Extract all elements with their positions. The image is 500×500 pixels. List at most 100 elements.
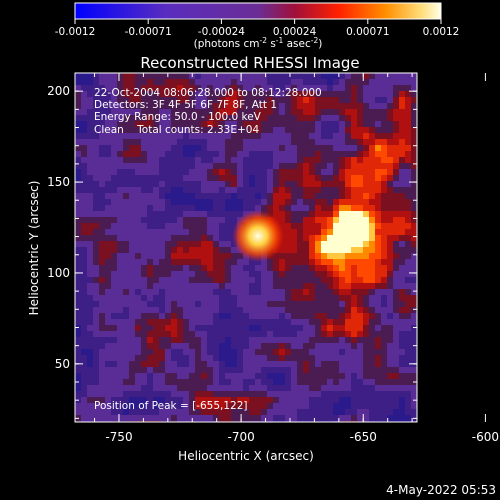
image-pixel — [129, 211, 135, 217]
image-pixel — [141, 355, 147, 361]
image-pixel — [201, 283, 207, 289]
image-pixel — [195, 397, 201, 403]
colorbar-tick-label: -0.00024 — [198, 26, 246, 38]
image-pixel — [267, 265, 273, 271]
image-pixel — [345, 205, 351, 211]
image-pixel — [411, 289, 417, 295]
image-pixel — [285, 283, 291, 289]
image-pixel — [309, 385, 315, 391]
image-pixel — [393, 367, 399, 373]
image-pixel — [309, 295, 315, 301]
image-pixel — [357, 343, 363, 349]
image-pixel — [393, 217, 399, 223]
image-pixel — [87, 235, 93, 241]
image-pixel — [381, 187, 387, 193]
image-pixel — [231, 115, 237, 121]
image-pixel — [411, 121, 417, 127]
image-pixel — [291, 121, 297, 127]
image-pixel — [81, 79, 87, 85]
image-pixel — [399, 373, 405, 379]
image-pixel — [375, 145, 381, 151]
image-pixel — [141, 253, 147, 259]
image-pixel — [201, 295, 207, 301]
image-pixel — [201, 259, 207, 265]
image-pixel — [117, 409, 123, 415]
image-pixel — [315, 79, 321, 85]
image-pixel — [393, 157, 399, 163]
image-pixel — [117, 229, 123, 235]
image-pixel — [327, 241, 333, 247]
image-pixel — [345, 349, 351, 355]
image-pixel — [327, 277, 333, 283]
image-pixel — [165, 91, 171, 97]
image-pixel — [177, 301, 183, 307]
image-pixel — [93, 391, 99, 397]
image-pixel — [405, 313, 411, 319]
image-pixel — [351, 115, 357, 121]
image-pixel — [171, 271, 177, 277]
image-pixel — [159, 79, 165, 85]
image-pixel — [87, 229, 93, 235]
image-pixel — [171, 253, 177, 259]
image-pixel — [381, 229, 387, 235]
image-pixel — [207, 151, 213, 157]
image-pixel — [171, 97, 177, 103]
image-pixel — [171, 187, 177, 193]
image-pixel — [237, 79, 243, 85]
image-pixel — [231, 313, 237, 319]
image-pixel — [129, 319, 135, 325]
image-pixel — [399, 97, 405, 103]
image-pixel — [387, 193, 393, 199]
image-pixel — [375, 253, 381, 259]
image-pixel — [375, 343, 381, 349]
image-pixel — [399, 133, 405, 139]
image-pixel — [333, 73, 339, 79]
image-pixel — [339, 259, 345, 265]
image-pixel — [273, 139, 279, 145]
image-pixel — [303, 205, 309, 211]
image-pixel — [225, 205, 231, 211]
image-pixel — [195, 109, 201, 115]
image-pixel — [75, 73, 81, 79]
image-pixel — [213, 79, 219, 85]
image-pixel — [225, 343, 231, 349]
image-pixel — [309, 145, 315, 151]
image-pixel — [93, 127, 99, 133]
image-pixel — [285, 121, 291, 127]
image-pixel — [351, 157, 357, 163]
image-pixel — [159, 139, 165, 145]
image-pixel — [141, 379, 147, 385]
image-pixel — [207, 163, 213, 169]
image-pixel — [183, 265, 189, 271]
image-pixel — [345, 265, 351, 271]
image-pixel — [255, 109, 261, 115]
image-pixel — [345, 289, 351, 295]
image-pixel — [117, 163, 123, 169]
image-pixel — [393, 97, 399, 103]
image-pixel — [327, 169, 333, 175]
image-pixel — [219, 313, 225, 319]
image-pixel — [231, 175, 237, 181]
image-pixel — [351, 127, 357, 133]
image-pixel — [153, 319, 159, 325]
image-pixel — [405, 331, 411, 337]
image-pixel — [297, 367, 303, 373]
image-pixel — [207, 121, 213, 127]
image-pixel — [285, 235, 291, 241]
image-pixel — [285, 205, 291, 211]
image-pixel — [375, 361, 381, 367]
image-pixel — [129, 289, 135, 295]
image-pixel — [279, 373, 285, 379]
image-pixel — [291, 85, 297, 91]
image-pixel — [357, 373, 363, 379]
image-pixel — [75, 295, 81, 301]
image-pixel — [135, 385, 141, 391]
image-pixel — [255, 343, 261, 349]
image-pixel — [345, 373, 351, 379]
image-pixel — [189, 283, 195, 289]
image-pixel — [153, 103, 159, 109]
image-pixel — [255, 181, 261, 187]
image-pixel — [399, 139, 405, 145]
image-pixel — [351, 265, 357, 271]
image-pixel — [171, 373, 177, 379]
